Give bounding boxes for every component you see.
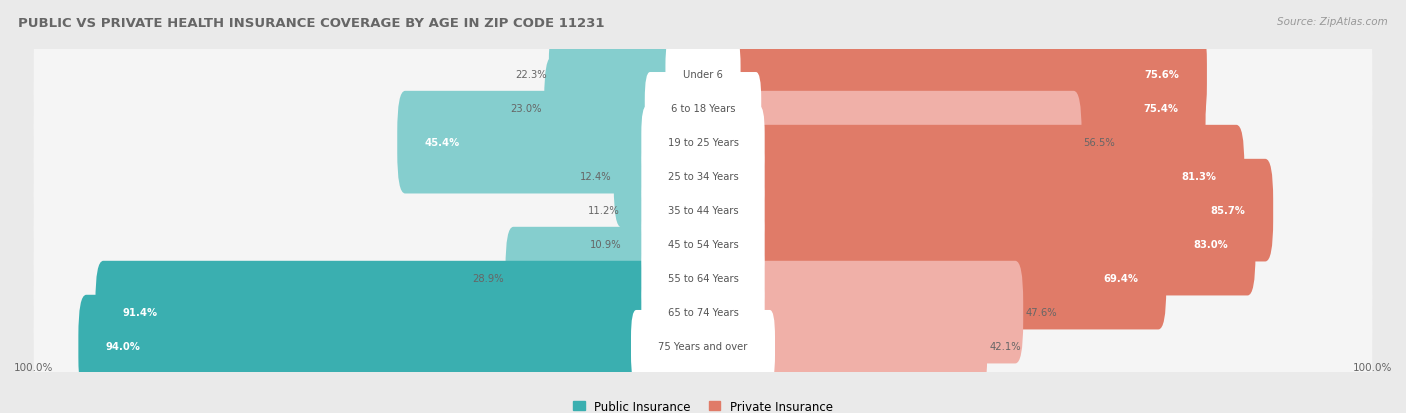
FancyBboxPatch shape bbox=[34, 60, 1372, 225]
FancyBboxPatch shape bbox=[695, 193, 1256, 296]
FancyBboxPatch shape bbox=[695, 92, 1081, 194]
FancyBboxPatch shape bbox=[641, 276, 765, 349]
FancyBboxPatch shape bbox=[624, 193, 711, 296]
Text: 83.0%: 83.0% bbox=[1194, 240, 1227, 249]
FancyBboxPatch shape bbox=[641, 141, 765, 213]
FancyBboxPatch shape bbox=[34, 26, 1372, 192]
Text: 65 to 74 Years: 65 to 74 Years bbox=[668, 307, 738, 317]
Text: 81.3%: 81.3% bbox=[1182, 172, 1216, 182]
FancyBboxPatch shape bbox=[641, 175, 765, 247]
Text: 75.4%: 75.4% bbox=[1143, 104, 1178, 114]
Text: 25 to 34 Years: 25 to 34 Years bbox=[668, 172, 738, 182]
Text: 94.0%: 94.0% bbox=[105, 341, 141, 351]
FancyBboxPatch shape bbox=[34, 162, 1372, 327]
Text: 6 to 18 Years: 6 to 18 Years bbox=[671, 104, 735, 114]
FancyBboxPatch shape bbox=[34, 196, 1372, 361]
FancyBboxPatch shape bbox=[665, 39, 741, 111]
FancyBboxPatch shape bbox=[695, 261, 1024, 363]
Text: 45 to 54 Years: 45 to 54 Years bbox=[668, 240, 738, 249]
FancyBboxPatch shape bbox=[34, 0, 1372, 158]
FancyBboxPatch shape bbox=[34, 94, 1372, 259]
FancyBboxPatch shape bbox=[631, 310, 775, 382]
FancyBboxPatch shape bbox=[695, 58, 1205, 160]
Text: 19 to 25 Years: 19 to 25 Years bbox=[668, 138, 738, 148]
Text: 11.2%: 11.2% bbox=[588, 206, 620, 216]
Text: 12.4%: 12.4% bbox=[581, 172, 612, 182]
FancyBboxPatch shape bbox=[621, 159, 711, 262]
Text: 42.1%: 42.1% bbox=[988, 341, 1021, 351]
Text: 56.5%: 56.5% bbox=[1084, 138, 1115, 148]
FancyBboxPatch shape bbox=[79, 295, 711, 397]
FancyBboxPatch shape bbox=[695, 227, 1166, 330]
Text: 10.9%: 10.9% bbox=[591, 240, 621, 249]
FancyBboxPatch shape bbox=[34, 128, 1372, 293]
FancyBboxPatch shape bbox=[34, 230, 1372, 395]
Text: 100.0%: 100.0% bbox=[14, 362, 53, 372]
FancyBboxPatch shape bbox=[506, 227, 711, 330]
FancyBboxPatch shape bbox=[645, 73, 761, 145]
Text: 75 Years and over: 75 Years and over bbox=[658, 341, 748, 351]
FancyBboxPatch shape bbox=[544, 58, 711, 160]
FancyBboxPatch shape bbox=[96, 261, 711, 363]
Text: 100.0%: 100.0% bbox=[1353, 362, 1392, 372]
FancyBboxPatch shape bbox=[34, 263, 1372, 413]
Text: 55 to 64 Years: 55 to 64 Years bbox=[668, 273, 738, 283]
Text: 28.9%: 28.9% bbox=[472, 273, 503, 283]
Text: 45.4%: 45.4% bbox=[425, 138, 460, 148]
FancyBboxPatch shape bbox=[641, 242, 765, 315]
FancyBboxPatch shape bbox=[695, 159, 1274, 262]
Legend: Public Insurance, Private Insurance: Public Insurance, Private Insurance bbox=[568, 395, 838, 413]
FancyBboxPatch shape bbox=[695, 295, 987, 397]
Text: 69.4%: 69.4% bbox=[1104, 273, 1139, 283]
Text: 47.6%: 47.6% bbox=[1025, 307, 1057, 317]
Text: 91.4%: 91.4% bbox=[122, 307, 157, 317]
Text: 35 to 44 Years: 35 to 44 Years bbox=[668, 206, 738, 216]
FancyBboxPatch shape bbox=[614, 126, 711, 228]
Text: PUBLIC VS PRIVATE HEALTH INSURANCE COVERAGE BY AGE IN ZIP CODE 11231: PUBLIC VS PRIVATE HEALTH INSURANCE COVER… bbox=[18, 17, 605, 29]
FancyBboxPatch shape bbox=[641, 209, 765, 280]
Text: 22.3%: 22.3% bbox=[515, 70, 547, 80]
Text: Source: ZipAtlas.com: Source: ZipAtlas.com bbox=[1277, 17, 1388, 26]
FancyBboxPatch shape bbox=[641, 107, 765, 179]
FancyBboxPatch shape bbox=[548, 24, 711, 126]
FancyBboxPatch shape bbox=[398, 92, 711, 194]
Text: 85.7%: 85.7% bbox=[1211, 206, 1246, 216]
FancyBboxPatch shape bbox=[695, 126, 1244, 228]
Text: 75.6%: 75.6% bbox=[1144, 70, 1180, 80]
FancyBboxPatch shape bbox=[695, 24, 1206, 126]
Text: Under 6: Under 6 bbox=[683, 70, 723, 80]
Text: 23.0%: 23.0% bbox=[510, 104, 543, 114]
